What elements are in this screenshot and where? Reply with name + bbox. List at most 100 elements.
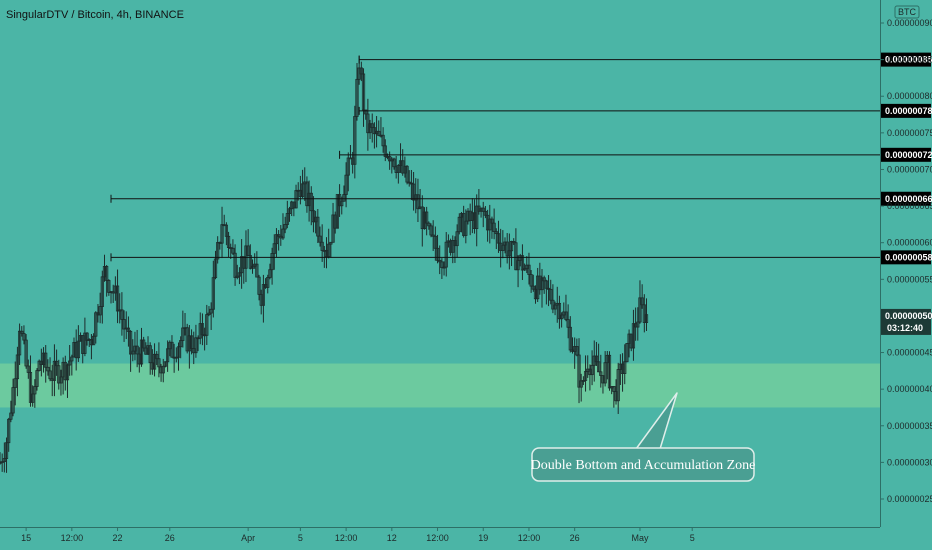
candle-body [359, 67, 363, 75]
candle-body [435, 247, 440, 261]
candle-body [644, 314, 649, 323]
candle-body [300, 183, 305, 197]
candle-body [148, 345, 152, 364]
candle-body [157, 358, 161, 368]
y-tick-label: 0.00000045 [887, 348, 932, 358]
candle-body [209, 308, 213, 314]
x-tick-label: 26 [165, 533, 175, 543]
candle-body [266, 277, 270, 288]
candle-body [457, 216, 461, 233]
candle-body [607, 354, 612, 389]
y-tick-label: 0.00000085 [887, 55, 932, 65]
candle-body [320, 241, 324, 251]
candle-body [344, 174, 348, 195]
candle-body [488, 218, 492, 231]
candle-body [553, 304, 557, 310]
candle-body [523, 268, 527, 271]
candle-body [76, 340, 80, 359]
x-tick-label: 26 [570, 533, 580, 543]
candle-body [381, 134, 385, 147]
annotation-text: Double Bottom and Accumulation Zone [531, 458, 756, 473]
candle-body [274, 234, 279, 245]
price-level-label: 0.00000072 [885, 150, 932, 160]
price-level-tag [881, 52, 931, 67]
candle-body [512, 240, 516, 244]
candle-body [392, 158, 396, 168]
candle-body [107, 280, 111, 293]
x-tick-label: 12:00 [61, 533, 84, 543]
candle-body [590, 364, 594, 376]
candle-body [331, 214, 335, 243]
candle-body [631, 323, 636, 349]
candle-body [231, 247, 235, 254]
accumulation-zone [0, 363, 880, 408]
candle-body [551, 299, 555, 310]
price-level-label: 0.00000058 [885, 252, 932, 262]
y-tick-label: 0.00000070 [887, 164, 932, 174]
candle-body [625, 343, 629, 363]
candle-body [340, 200, 344, 207]
candle-body [364, 109, 368, 115]
annotation-callout: Double Bottom and Accumulation Zone [531, 392, 756, 482]
candle-body [327, 243, 331, 258]
candle-body [122, 319, 126, 330]
candle-body [383, 145, 387, 157]
candle-body [642, 304, 646, 323]
x-tick-label: Apr [241, 533, 255, 543]
candle-body [200, 323, 205, 336]
candle-body [438, 259, 442, 263]
candle-body [355, 78, 359, 117]
y-tick-label: 0.00000055 [887, 274, 932, 284]
candle-body [594, 355, 599, 363]
candle-body [94, 312, 98, 337]
candle-body [568, 326, 572, 351]
price-level-label: 0.00000078 [885, 106, 932, 116]
x-tick-label: 12:00 [426, 533, 449, 543]
candle-body [335, 194, 339, 229]
current-price-label: 0.00000050 [885, 311, 932, 321]
candle-body [170, 341, 174, 358]
candle-body [287, 208, 292, 214]
candle-body [235, 275, 239, 278]
candle-body [549, 288, 553, 301]
candle-body [11, 387, 15, 414]
x-tick-label: 5 [298, 533, 303, 543]
candle-body [416, 194, 420, 210]
candle-body [520, 255, 525, 271]
candle-body [475, 205, 479, 229]
candle-body [529, 274, 533, 287]
x-tick-label: 12 [387, 533, 397, 543]
candle-body [155, 353, 159, 360]
candle-body [509, 240, 514, 252]
candle-body [24, 339, 28, 367]
candle-body [28, 371, 33, 403]
currency-badge-label: BTC [898, 7, 917, 17]
candle-body [46, 366, 50, 372]
currency-badge-box [894, 5, 920, 19]
candle-body [514, 242, 518, 271]
candle-body [407, 181, 411, 184]
candle-body [272, 243, 276, 254]
x-axis-ticks: 15 12:00 22 26 Apr 5 12:00 12 12:00 19 12:00 26 May 5 [21, 527, 695, 543]
candle-body [20, 330, 24, 334]
candle-body [597, 361, 601, 373]
y-tick-label: 0.00000090 [887, 18, 932, 28]
candle-body [205, 314, 209, 336]
candle-body [33, 386, 37, 395]
price-level-tag [881, 147, 931, 162]
candle-body [83, 332, 87, 354]
candle-body [464, 220, 468, 236]
candle-body [564, 311, 568, 320]
candle-body [546, 287, 551, 290]
candle-body [257, 276, 261, 295]
candle-body [329, 241, 333, 245]
candle-body [353, 116, 357, 165]
candle-body [505, 241, 509, 257]
candle-body [120, 309, 124, 320]
candle-body [494, 231, 498, 235]
candle-body [368, 123, 372, 134]
candle-body [163, 361, 168, 367]
candle-body [142, 339, 146, 349]
